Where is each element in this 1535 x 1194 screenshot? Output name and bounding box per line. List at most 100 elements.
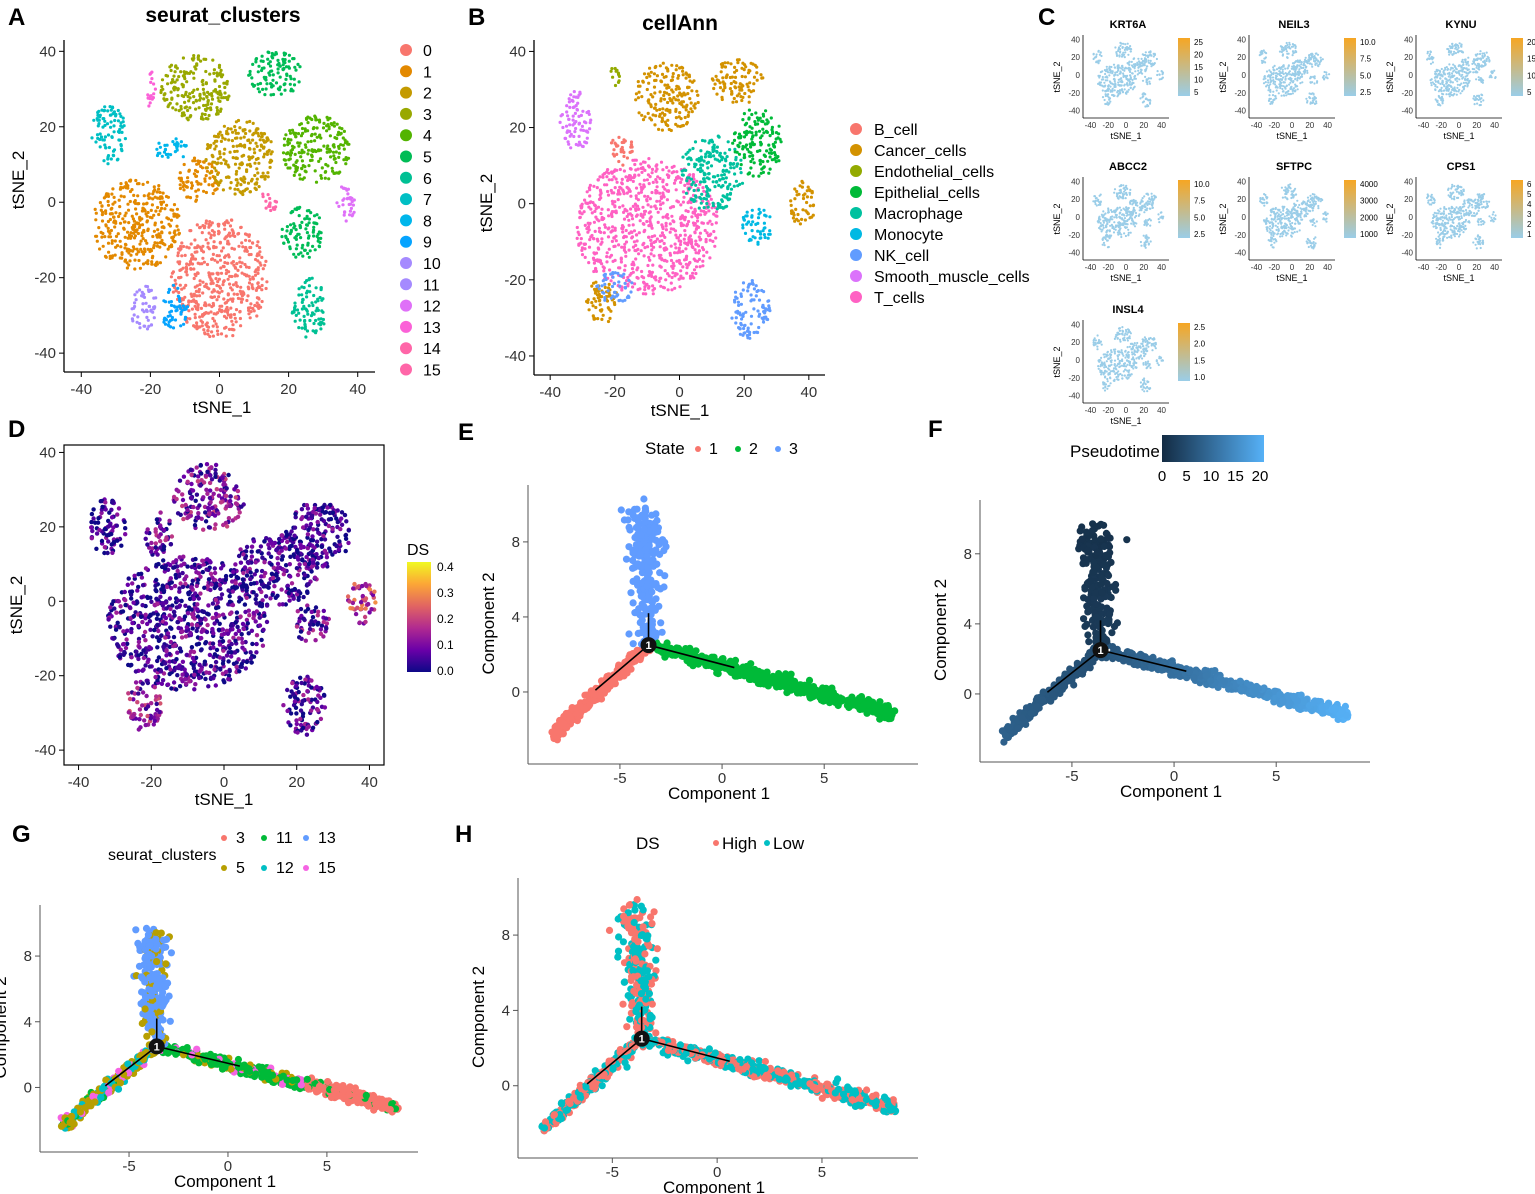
cell-point <box>178 260 182 264</box>
cell-point <box>93 207 97 211</box>
cell-point <box>645 75 649 80</box>
colorbar-label: 15 <box>1194 63 1203 72</box>
cell-point <box>242 135 246 139</box>
cell-point <box>249 252 253 257</box>
panel-c: C KRT6A-40 -20 0 20 40-40-2002040tSNE_1tSNE_… <box>1038 4 1535 426</box>
cell-point <box>184 265 188 269</box>
cell-point <box>195 223 199 227</box>
cell-point <box>230 319 234 323</box>
cell-point <box>611 75 615 79</box>
panel-a-ylabel: tSNE_2 <box>9 151 28 210</box>
panel-b-points <box>558 58 816 340</box>
cell-point <box>1265 70 1269 73</box>
legend-label: 5 <box>423 150 432 167</box>
cell-point <box>692 268 697 272</box>
cell-point <box>266 193 270 197</box>
cell-point <box>298 318 302 322</box>
cell-point <box>681 73 685 77</box>
cell-point <box>1271 102 1274 105</box>
cell-point <box>720 198 724 202</box>
cell-point <box>760 134 764 138</box>
cell-point <box>624 250 628 254</box>
cell-point <box>643 115 647 119</box>
legend-key <box>400 86 412 99</box>
cell-point <box>618 298 622 302</box>
cell-point <box>172 212 176 216</box>
cell-point <box>681 249 685 253</box>
cell-point <box>145 285 150 289</box>
cell-point <box>751 282 755 286</box>
cell-point <box>143 249 147 254</box>
cell-point <box>264 259 268 263</box>
cell-point <box>229 181 233 185</box>
cell-point <box>721 88 725 92</box>
cell-point <box>764 214 768 218</box>
cell-point <box>721 206 725 210</box>
cell-point <box>617 266 621 270</box>
cell-point <box>705 176 710 180</box>
cell-point <box>1264 77 1267 80</box>
cell-point <box>794 207 798 211</box>
cell-point <box>305 209 309 213</box>
cell-point <box>594 305 598 310</box>
cell-point <box>736 184 740 188</box>
cell-point <box>654 191 658 195</box>
cell-point <box>595 186 599 190</box>
cell-point <box>310 158 314 162</box>
cell-point <box>306 148 311 152</box>
cell-point <box>1282 90 1285 93</box>
cell-point <box>696 168 700 172</box>
cell-point <box>163 322 168 326</box>
cell-point <box>767 151 772 155</box>
cell-point <box>1129 78 1132 81</box>
cell-point <box>304 145 308 149</box>
cell-point <box>145 201 149 205</box>
cell-point <box>244 265 249 269</box>
cell-point <box>745 147 750 151</box>
cell-point <box>196 261 200 265</box>
cell-point <box>151 192 155 196</box>
cell-point <box>620 140 624 145</box>
cell-point <box>292 252 296 256</box>
cell-point <box>731 141 735 145</box>
cell-point <box>162 93 166 97</box>
legend-key <box>400 107 412 120</box>
cell-point <box>613 141 617 145</box>
cell-point <box>613 186 617 190</box>
cell-point <box>239 177 243 181</box>
cell-point <box>704 197 709 201</box>
cell-point <box>189 114 193 118</box>
cell-point <box>612 236 616 240</box>
cell-point <box>1120 55 1124 58</box>
cell-point <box>753 63 757 67</box>
cell-point <box>186 176 190 180</box>
cell-point <box>676 94 680 98</box>
cell-point <box>743 231 748 235</box>
cell-point <box>746 71 751 75</box>
cell-point <box>1291 92 1294 95</box>
y-tick-label: 20 <box>1237 53 1246 62</box>
cell-point <box>658 199 662 203</box>
cell-point <box>341 203 345 207</box>
cell-point <box>694 239 698 243</box>
cell-point <box>655 199 659 203</box>
cell-point <box>675 84 679 88</box>
cell-point <box>121 116 125 120</box>
cell-point <box>233 128 237 132</box>
cell-point <box>98 145 102 149</box>
cell-point <box>97 122 101 126</box>
cell-point <box>307 277 311 281</box>
cell-point <box>675 176 680 180</box>
cell-point <box>169 300 173 304</box>
cell-point <box>696 244 701 248</box>
cell-point <box>285 225 289 229</box>
cell-point <box>337 155 341 159</box>
cell-point <box>749 322 753 326</box>
cell-point <box>728 87 733 91</box>
cell-point <box>127 263 131 267</box>
cell-point <box>179 179 183 183</box>
cell-point <box>201 291 205 295</box>
cell-point <box>281 151 286 155</box>
feature-plot-title: KRT6A <box>1110 19 1147 31</box>
